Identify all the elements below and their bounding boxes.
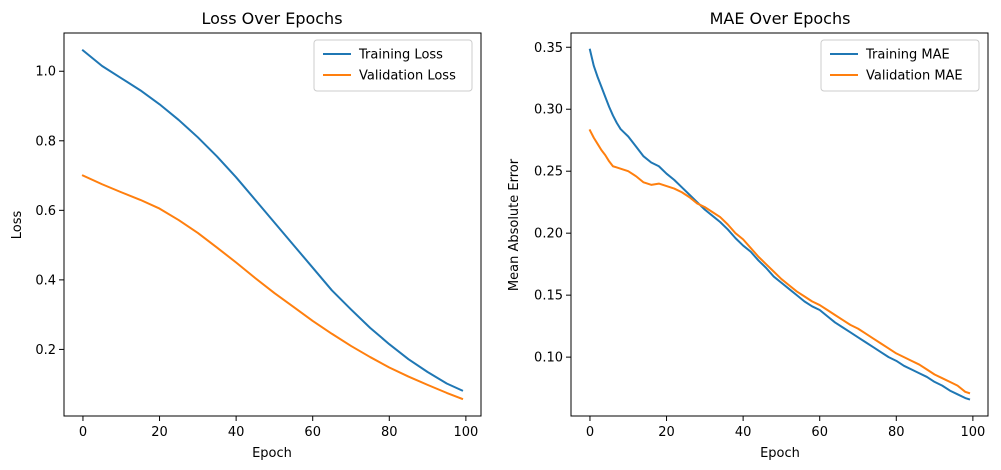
mae-x-tick-label-4: 80	[888, 425, 905, 440]
mae-legend: Training MAE Validation MAE	[820, 39, 980, 92]
loss-legend-label-0: Training Loss	[358, 48, 443, 63]
loss-x-tick-label-0: 0	[79, 425, 87, 440]
loss-y-tick-label-4: 1.0	[35, 65, 56, 80]
loss-y-tick-label-0: 0.2	[35, 343, 56, 358]
mae-x-tick-label-1: 20	[658, 425, 675, 440]
loss-legend-frame	[313, 39, 473, 92]
mae-x-tick-label-0: 0	[586, 425, 594, 440]
loss-y-tick-label-1: 0.4	[35, 273, 56, 288]
loss-series-line-1	[81, 174, 464, 401]
loss-legend: Training Loss Validation Loss	[313, 39, 473, 92]
loss-chart-panel: Loss Over Epochs Epoch Loss 0 20 40 60 80 100…	[10, 9, 482, 461]
mae-y-tick-label-0: 0.10	[534, 351, 563, 366]
loss-x-tick-label-4: 80	[381, 425, 398, 440]
loss-x-tick-label-5: 100	[453, 425, 478, 440]
mae-legend-frame	[820, 39, 980, 92]
loss-x-tick-label-3: 60	[304, 425, 321, 440]
loss-y-tick-label-3: 0.8	[35, 134, 56, 149]
loss-chart-xlabel: Epoch	[252, 446, 292, 461]
loss-x-tick-label-1: 20	[151, 425, 168, 440]
loss-plot-frame	[63, 32, 482, 417]
mae-series-line-1	[588, 128, 971, 395]
mae-series-line-0	[588, 48, 971, 401]
loss-x-tick-label-2: 40	[228, 425, 245, 440]
loss-legend-label-1: Validation Loss	[359, 69, 456, 84]
mae-legend-label-0: Training MAE	[865, 48, 950, 63]
mae-x-tick-label-5: 100	[960, 425, 985, 440]
mae-chart-title: MAE Over Epochs	[710, 9, 851, 28]
mae-y-tick-label-2: 0.20	[534, 227, 563, 242]
mae-chart-ylabel: Mean Absolute Error	[507, 158, 522, 291]
mae-y-tick-label-4: 0.30	[534, 103, 563, 118]
mae-chart-xlabel: Epoch	[760, 446, 800, 461]
mae-legend-label-1: Validation MAE	[866, 69, 963, 84]
mae-y-tick-label-5: 0.35	[534, 41, 563, 56]
loss-chart-ylabel: Loss	[10, 211, 25, 240]
mae-x-tick-label-2: 40	[735, 425, 752, 440]
mae-y-tick-label-1: 0.15	[534, 289, 563, 304]
loss-y-tick-label-2: 0.6	[35, 204, 56, 219]
loss-series-line-0	[81, 48, 464, 392]
mae-x-tick-label-3: 60	[811, 425, 828, 440]
mae-y-tick-label-3: 0.25	[534, 165, 563, 180]
loss-chart-title: Loss Over Epochs	[201, 9, 342, 28]
mae-plot-frame	[570, 32, 989, 417]
mae-chart-panel: MAE Over Epochs Epoch Mean Absolute Erro…	[507, 9, 989, 461]
